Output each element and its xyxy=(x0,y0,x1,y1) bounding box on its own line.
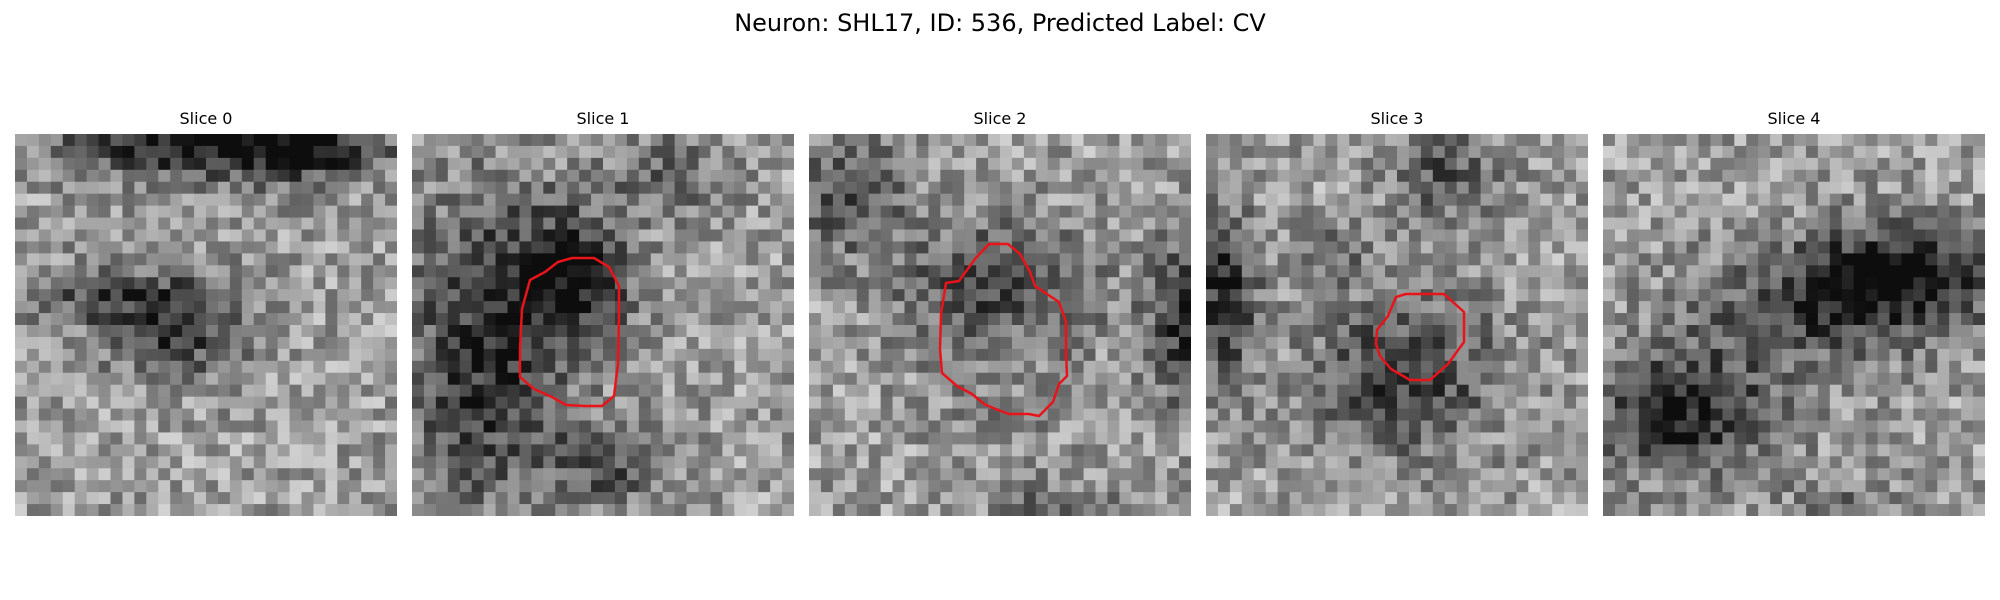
slice-image xyxy=(809,134,1191,516)
slice-panel: Slice 1 xyxy=(412,108,794,516)
slice-image xyxy=(1206,134,1588,516)
slice-title: Slice 0 xyxy=(179,109,233,128)
slice-image-canvas xyxy=(15,134,397,516)
grayscale-pixels xyxy=(809,134,1191,516)
slice-image xyxy=(15,134,397,516)
grayscale-pixels xyxy=(412,134,794,516)
figure-title: Neuron: SHL17, ID: 536, Predicted Label:… xyxy=(734,9,1266,37)
grayscale-pixels xyxy=(1603,134,1985,516)
slice-image xyxy=(1603,134,1985,516)
slice-title: Slice 3 xyxy=(1370,109,1424,128)
neuron-contour xyxy=(1374,292,1466,382)
slice-panel: Slice 3 xyxy=(1206,108,1588,516)
slice-panel: Slice 2 xyxy=(809,108,1191,516)
neuron-contour xyxy=(518,256,621,408)
slice-title: Slice 4 xyxy=(1767,109,1821,128)
slice-image-canvas xyxy=(412,134,794,516)
grayscale-pixels xyxy=(15,134,397,516)
slice-image-canvas xyxy=(1206,134,1588,516)
grayscale-pixels xyxy=(1206,134,1588,516)
slice-title: Slice 1 xyxy=(576,109,630,128)
slice-image-canvas xyxy=(1603,134,1985,516)
slice-panel: Slice 4 xyxy=(1603,108,1985,516)
slice-panel: Slice 0 xyxy=(15,108,397,516)
slice-image xyxy=(412,134,794,516)
neuron-contour xyxy=(938,242,1069,418)
slice-title: Slice 2 xyxy=(973,109,1027,128)
slice-image-canvas xyxy=(809,134,1191,516)
